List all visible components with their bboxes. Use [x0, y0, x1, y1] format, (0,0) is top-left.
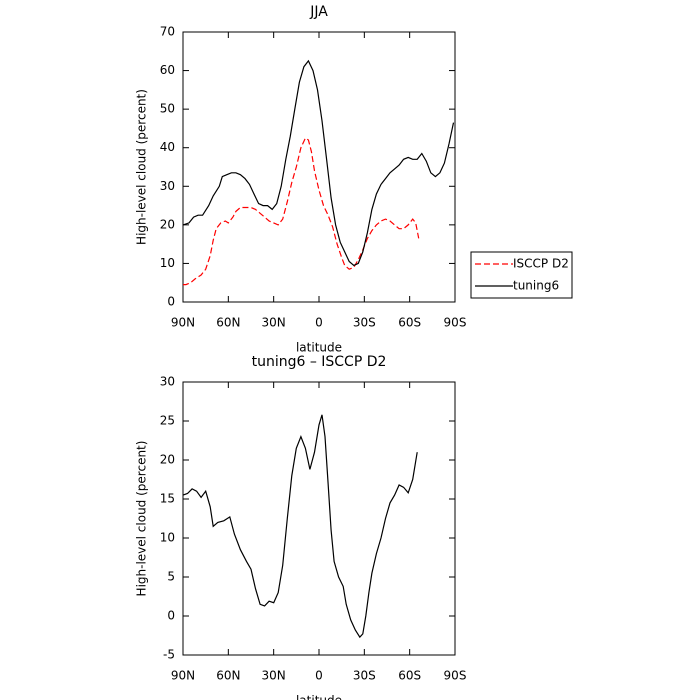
x-tick-label: 90S: [444, 316, 467, 330]
y-tick-label: 70: [160, 25, 175, 39]
y-tick-label: -5: [163, 648, 175, 662]
x-tick-label: 30N: [262, 316, 286, 330]
y-tick-label: 20: [160, 453, 175, 467]
x-tick-label: 30S: [353, 316, 376, 330]
x-tick-label: 60N: [216, 669, 240, 683]
y-tick-label: 60: [160, 63, 175, 77]
y-tick-label: 40: [160, 140, 175, 154]
chart-title: JJA: [309, 4, 328, 20]
x-tick-label: 0: [315, 669, 323, 683]
x-axis-label: latitude: [296, 694, 342, 700]
legend-label: ISCCP D2: [513, 257, 569, 271]
legend-label: tuning6: [513, 279, 559, 293]
x-tick-label: 60N: [216, 316, 240, 330]
y-tick-label: 15: [160, 492, 175, 506]
y-axis-label: High-level cloud (percent): [135, 441, 149, 597]
x-tick-label: 30S: [353, 669, 376, 683]
y-tick-label: 10: [160, 531, 175, 545]
x-tick-label: 60S: [398, 669, 421, 683]
y-tick-label: 30: [160, 375, 175, 389]
data-line: [183, 137, 420, 286]
y-tick-label: 0: [167, 609, 175, 623]
y-tick-label: 50: [160, 102, 175, 116]
x-tick-label: 0: [315, 316, 323, 330]
y-tick-label: 10: [160, 256, 175, 270]
y-tick-label: 5: [167, 570, 175, 584]
x-tick-label: 30N: [262, 669, 286, 683]
y-tick-label: 20: [160, 217, 175, 231]
y-tick-label: 0: [167, 295, 175, 309]
chart-title: tuning6 – ISCCP D2: [252, 354, 387, 370]
data-line: [182, 414, 418, 639]
x-tick-label: 90S: [444, 669, 467, 683]
legend-box: [470, 251, 573, 299]
x-tick-label: 60S: [398, 316, 421, 330]
x-tick-label: 90N: [171, 669, 195, 683]
x-tick-label: 90N: [171, 316, 195, 330]
plot-frame: [182, 31, 456, 303]
y-tick-label: 30: [160, 179, 175, 193]
y-axis-label: High-level cloud (percent): [135, 89, 149, 245]
y-tick-label: 25: [160, 414, 175, 428]
data-line: [182, 59, 455, 267]
x-axis-label: latitude: [296, 341, 342, 355]
